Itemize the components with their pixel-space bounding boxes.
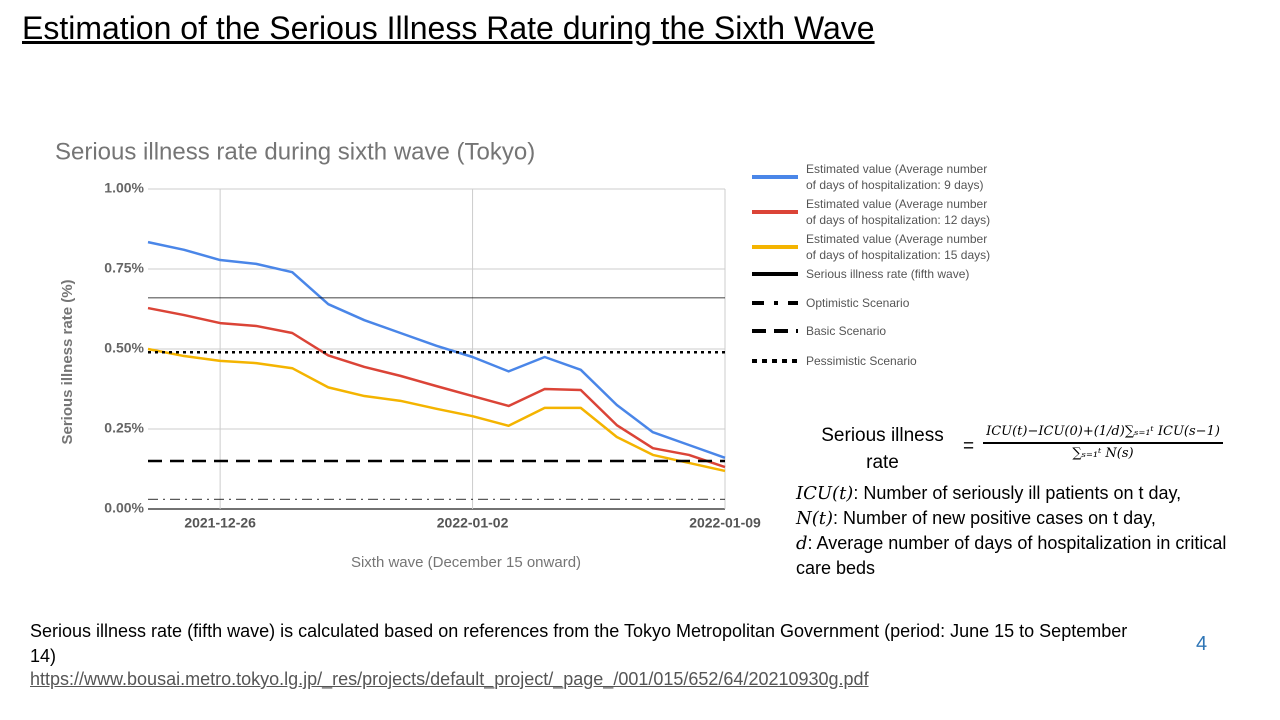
legend-item: Estimated value (Average number of days … bbox=[752, 196, 990, 228]
legend-label: Estimated value (Average number of days … bbox=[806, 197, 991, 227]
legend-swatch bbox=[752, 175, 798, 179]
legend-swatch bbox=[752, 329, 798, 333]
legend-swatch bbox=[752, 359, 798, 363]
series-line bbox=[147, 347, 726, 473]
definition-text: : Number of new positive cases on t day, bbox=[833, 508, 1156, 528]
definition-text: : Number of seriously ill patients on t … bbox=[853, 483, 1182, 503]
x-axis-label: Sixth wave (December 15 onward) bbox=[351, 554, 581, 571]
legend-item: Estimated value (Average number of days … bbox=[752, 231, 990, 263]
legend-item: Optimistic Scenario bbox=[752, 287, 909, 319]
footnote: Serious illness rate (fifth wave) is cal… bbox=[30, 621, 1128, 666]
definition-term: d bbox=[796, 533, 808, 554]
y-axis-label: Serious illness rate (%) bbox=[59, 279, 76, 444]
formula-denominator: ∑ₛ₌₁ᵗ N(s) bbox=[1072, 446, 1134, 461]
chart-title: Serious illness rate during sixth wave (… bbox=[55, 138, 535, 165]
definition-text: : Average number of days of hospitalizat… bbox=[796, 533, 1227, 578]
y-tick-label: 1.00% bbox=[104, 180, 144, 196]
legend-item: Basic Scenario bbox=[752, 315, 886, 347]
formula-equals: = bbox=[963, 436, 975, 457]
legend-label: Basic Scenario bbox=[806, 324, 887, 338]
y-tick-label: 0.50% bbox=[104, 340, 144, 356]
x-tick-label: 2022-01-09 bbox=[689, 515, 761, 531]
reference-link[interactable]: https://www.bousai.metro.tokyo.lg.jp/_re… bbox=[30, 669, 869, 689]
series-line bbox=[147, 240, 726, 459]
legend-swatch bbox=[752, 245, 798, 249]
formula-fraction: ICU(t)−ICU(0)+(1/d)∑ₛ₌₁ᵗ ICU(s−1) ∑ₛ₌₁ᵗ … bbox=[983, 424, 1223, 461]
y-tick-label: 0.25% bbox=[104, 420, 144, 436]
legend-item: Pessimistic Scenario bbox=[752, 345, 917, 377]
x-tick-label: 2022-01-02 bbox=[437, 515, 509, 531]
slide-title: Estimation of the Serious Illness Rate d… bbox=[22, 10, 875, 46]
legend-swatch bbox=[752, 301, 798, 305]
legend-label: Estimated value (Average number of days … bbox=[806, 162, 988, 192]
formula-label: Serious illness rate bbox=[821, 425, 944, 473]
legend-label: Estimated value (Average number of days … bbox=[806, 232, 991, 262]
legend-swatch bbox=[752, 272, 798, 276]
formula-numerator: ICU(t)−ICU(0)+(1/d)∑ₛ₌₁ᵗ ICU(s−1) bbox=[983, 424, 1223, 444]
x-tick-label: 2021-12-26 bbox=[184, 515, 256, 531]
definition: d: Average number of days of hospitaliza… bbox=[796, 531, 1256, 581]
legend-label: Pessimistic Scenario bbox=[806, 354, 917, 368]
definition: N(t): Number of new positive cases on t … bbox=[796, 506, 1256, 531]
y-tick-label: 0.00% bbox=[104, 500, 144, 516]
definitions: ICU(t): Number of seriously ill patients… bbox=[796, 481, 1256, 581]
legend-item: Serious illness rate (fifth wave) bbox=[752, 258, 969, 290]
definition: ICU(t): Number of seriously ill patients… bbox=[796, 481, 1256, 506]
definition-term: N(t) bbox=[796, 508, 834, 529]
y-tick-label: 0.75% bbox=[104, 260, 144, 276]
series-line bbox=[147, 306, 726, 469]
definition-term: ICU(t) bbox=[796, 483, 854, 504]
legend-label: Optimistic Scenario bbox=[806, 296, 910, 310]
page-number: 4 bbox=[1196, 633, 1208, 655]
legend-swatch bbox=[752, 210, 798, 214]
legend-label: Serious illness rate (fifth wave) bbox=[806, 267, 970, 281]
legend-item: Estimated value (Average number of days … bbox=[752, 161, 987, 193]
